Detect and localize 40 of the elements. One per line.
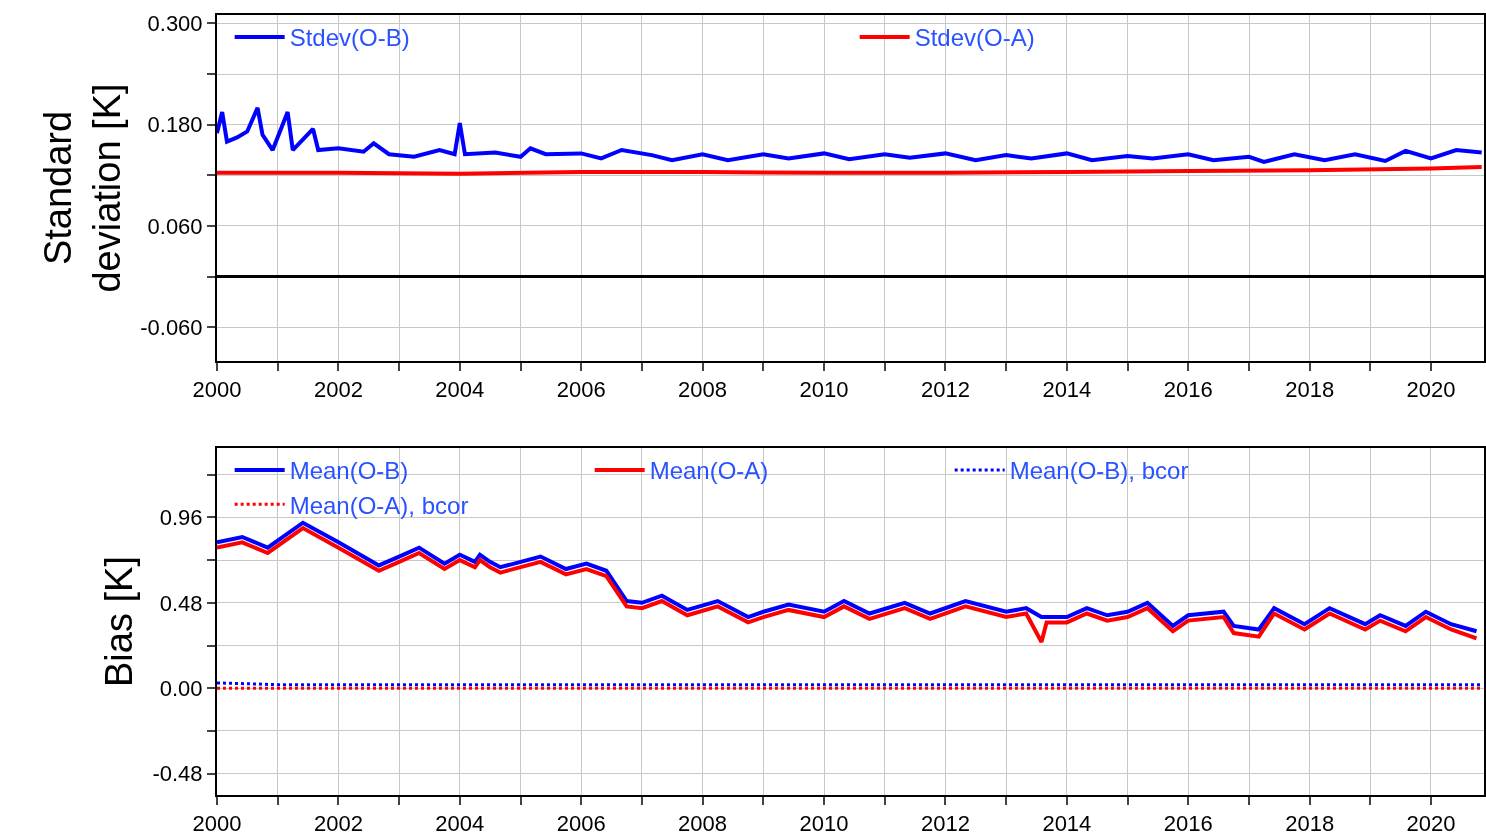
legend-label: Stdev(O-A) xyxy=(914,24,1035,52)
legend-label: Stdev(O-B) xyxy=(289,24,410,52)
y-tick-label: 0.060 xyxy=(147,213,203,239)
legend-label: Mean(O-A), bcor xyxy=(289,491,469,519)
y-tick-label: 0.180 xyxy=(147,112,203,138)
x-tick-label: 2008 xyxy=(678,377,728,403)
line-series xyxy=(217,164,1484,176)
x-tick-label: 2018 xyxy=(1285,811,1335,837)
x-tick-label: 2010 xyxy=(799,811,849,837)
x-tick-label: 2014 xyxy=(1042,811,1092,837)
y-tick-label: -0.060 xyxy=(140,314,203,340)
x-tick-label: 2006 xyxy=(556,811,606,837)
y-tick-label: 0.48 xyxy=(159,590,203,616)
line-series xyxy=(217,105,1484,164)
x-tick-label: 2012 xyxy=(920,377,970,403)
x-tick-label: 2020 xyxy=(1406,377,1456,403)
x-tick-label: 2020 xyxy=(1406,811,1456,837)
y-tick-label: 0.96 xyxy=(159,505,203,531)
x-tick-label: 2000 xyxy=(192,811,242,837)
x-tick-label: 2014 xyxy=(1042,377,1092,403)
y-tick-label: -0.48 xyxy=(152,761,203,787)
y-tick-label: 0.300 xyxy=(147,11,203,37)
x-tick-label: 2004 xyxy=(435,377,485,403)
x-tick-label: 2016 xyxy=(1163,377,1213,403)
y-axis-title: Standard deviation [K] xyxy=(36,83,128,293)
x-tick-label: 2016 xyxy=(1163,811,1213,837)
y-axis-title: Bias [K] xyxy=(98,556,141,687)
x-tick-label: 2006 xyxy=(556,377,606,403)
legend-label: Mean(O-A) xyxy=(649,457,769,485)
x-tick-label: 2002 xyxy=(314,811,363,837)
y-tick-label: 0.00 xyxy=(159,675,203,701)
x-tick-label: 2008 xyxy=(678,811,728,837)
x-tick-label: 2018 xyxy=(1285,377,1335,403)
legend-label: Mean(O-B) xyxy=(289,457,409,485)
x-tick-label: 2000 xyxy=(192,377,242,403)
legend-label: Mean(O-B), bcor xyxy=(1009,457,1189,485)
x-tick-label: 2004 xyxy=(435,811,485,837)
x-tick-label: 2012 xyxy=(920,811,970,837)
x-tick-label: 2010 xyxy=(799,377,849,403)
x-tick-label: 2002 xyxy=(314,377,363,403)
